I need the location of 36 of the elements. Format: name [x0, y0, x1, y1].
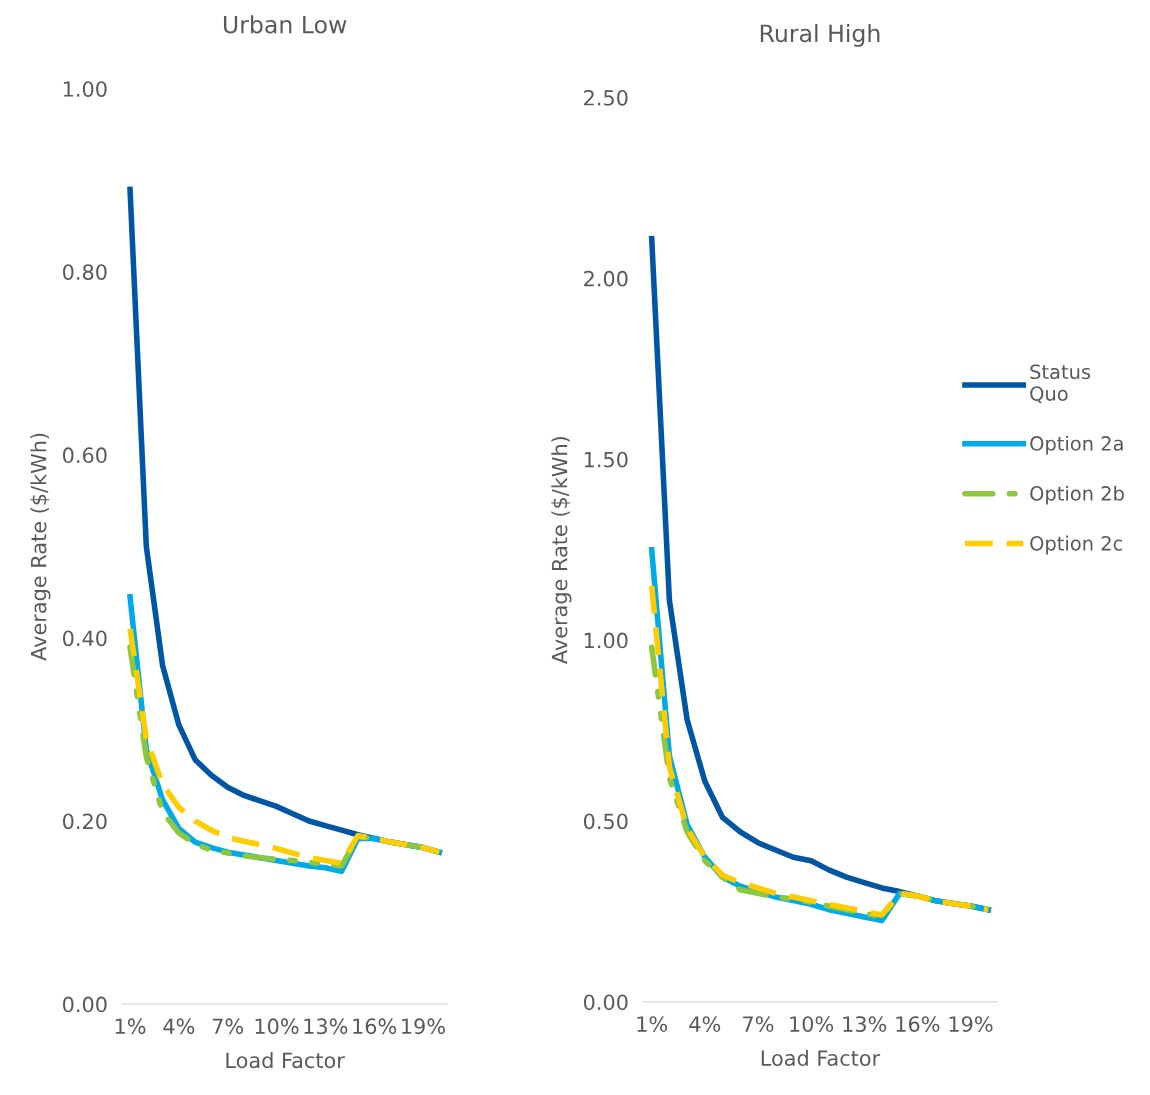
chart-title: Rural High [760, 23, 880, 47]
x-tick-label: 13% [304, 1018, 348, 1035]
x-tick-label: 10% [790, 1016, 834, 1032]
legend-label: Option 2a [1030, 435, 1123, 455]
y-axis-title: Average Rate ($/kWh) [30, 433, 51, 661]
legend-label: Status Quo [1030, 364, 1091, 404]
x-tick-label: 7% [212, 1018, 244, 1035]
y-tick-label: 0.50 [583, 813, 628, 830]
legend-label: Option 2c [1030, 535, 1123, 555]
x-tick-label: 4% [163, 1018, 195, 1035]
chart-title: Urban Low [223, 15, 347, 34]
x-tick-label: 16% [353, 1018, 397, 1035]
x-tick-label: 7% [743, 1016, 774, 1032]
y-tick-label: 2.00 [584, 270, 628, 287]
x-tick-label: 16% [896, 1016, 940, 1032]
x-axis-title: Load Factor [226, 1052, 345, 1069]
x-axis-title: Load Factor [761, 1049, 881, 1066]
y-tick-label: 0.00 [583, 994, 628, 1011]
y-tick-label: 0.40 [63, 630, 107, 647]
y-tick-label: 1.50 [584, 451, 628, 468]
legend-label: Option 2b [1030, 485, 1124, 505]
x-tick-label: 19% [949, 1016, 993, 1032]
y-tick-label: 1.00 [63, 81, 107, 97]
y-axis-title: Average Rate ($/kWh) [551, 437, 572, 664]
x-tick-label: 10% [255, 1018, 299, 1035]
y-tick-label: 0.00 [63, 996, 107, 1013]
x-tick-label: 13% [843, 1016, 887, 1032]
x-tick-label: 1% [115, 1018, 146, 1035]
y-tick-label: 1.00 [584, 632, 628, 649]
y-tick-label: 0.60 [63, 447, 107, 464]
x-tick-label: 1% [637, 1016, 668, 1032]
y-tick-label: 0.80 [63, 264, 107, 280]
y-tick-label: 2.50 [584, 89, 628, 106]
x-tick-label: 4% [689, 1016, 721, 1032]
x-tick-label: 19% [402, 1018, 445, 1035]
y-tick-label: 0.20 [63, 813, 107, 830]
